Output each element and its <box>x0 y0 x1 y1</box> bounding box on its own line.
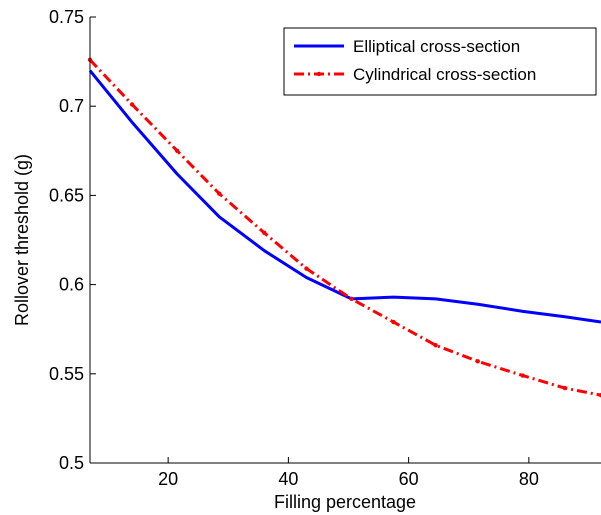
x-tick-label: 60 <box>399 469 419 489</box>
y-tick-label: 0.6 <box>59 275 84 295</box>
y-axis-label: Rollover threshold (g) <box>12 154 32 326</box>
series-1-point <box>475 359 480 364</box>
series-1-point <box>391 319 396 325</box>
x-tick-label: 80 <box>519 469 539 489</box>
legend-marker-cylindrical <box>316 71 322 77</box>
ticks-layer: 20 40 60 80 0.5 0.55 0.6 0.65 0.7 0.75 <box>49 7 539 489</box>
axes-layer <box>89 17 601 464</box>
y-tick-label: 0.65 <box>49 185 84 205</box>
legend-box <box>283 27 597 96</box>
x-tick-label: 20 <box>158 469 178 489</box>
series-1-point <box>129 102 135 107</box>
y-tick-label: 0.75 <box>49 7 84 27</box>
y-tick-label: 0.7 <box>59 96 84 116</box>
x-tick-label: 40 <box>278 469 298 489</box>
series-1-point <box>520 373 526 378</box>
y-tick-label: 0.5 <box>59 453 84 473</box>
x-axis-label: Filling percentage <box>274 492 416 512</box>
series-1-point <box>598 393 601 398</box>
series-1-point <box>433 343 438 348</box>
series-1-point <box>217 191 222 196</box>
y-tick-label: 0.55 <box>49 364 84 384</box>
series-1-point <box>304 266 309 271</box>
series-layer <box>87 57 601 398</box>
series-1-point <box>262 230 267 236</box>
legend-label-elliptical: Elliptical cross-section <box>353 37 520 56</box>
legend: Elliptical cross-section Cylindrical cro… <box>283 27 597 96</box>
series-1-point <box>174 148 180 153</box>
series-1-point <box>349 296 354 302</box>
series-1-point <box>562 385 568 391</box>
legend-label-cylindrical: Cylindrical cross-section <box>353 65 536 84</box>
